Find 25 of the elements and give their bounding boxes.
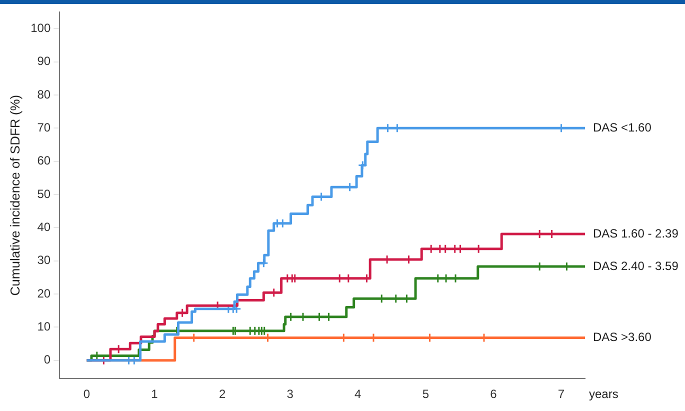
x-tick-label: 2 [218,387,226,402]
x-axis-title: years [589,386,618,401]
x-tick-label: 4 [354,387,362,402]
x-tick-label: 5 [422,387,430,402]
series-label: DAS >3.60 [593,330,652,344]
y-tick-label: 20 [37,286,51,300]
series-label: DAS 2.40 - 3.59 [593,258,679,273]
y-tick-label: 80 [37,87,51,102]
y-tick-label: 0 [44,352,51,367]
x-tick-label: 6 [490,387,498,402]
series-label: DAS 1.60 - 2.39 [593,226,679,240]
x-tick-label: 7 [558,387,565,402]
y-tick-label: 70 [37,120,51,134]
y-tick-label: 40 [37,220,51,234]
y-tick-label: 10 [37,319,51,334]
y-tick-label: 90 [37,54,51,68]
x-tick-label: 1 [151,387,158,402]
series-label: DAS <1.60 [593,120,652,134]
y-tick-label: 30 [37,253,51,268]
x-tick-label: 0 [83,387,90,402]
x-tick-label: 3 [286,387,294,402]
y-tick-label: 60 [37,154,51,168]
y-axis-title: Cumulative incidence of SDFR (%) [7,94,22,296]
y-tick-label: 100 [30,20,51,35]
y-tick-label: 50 [37,186,51,201]
